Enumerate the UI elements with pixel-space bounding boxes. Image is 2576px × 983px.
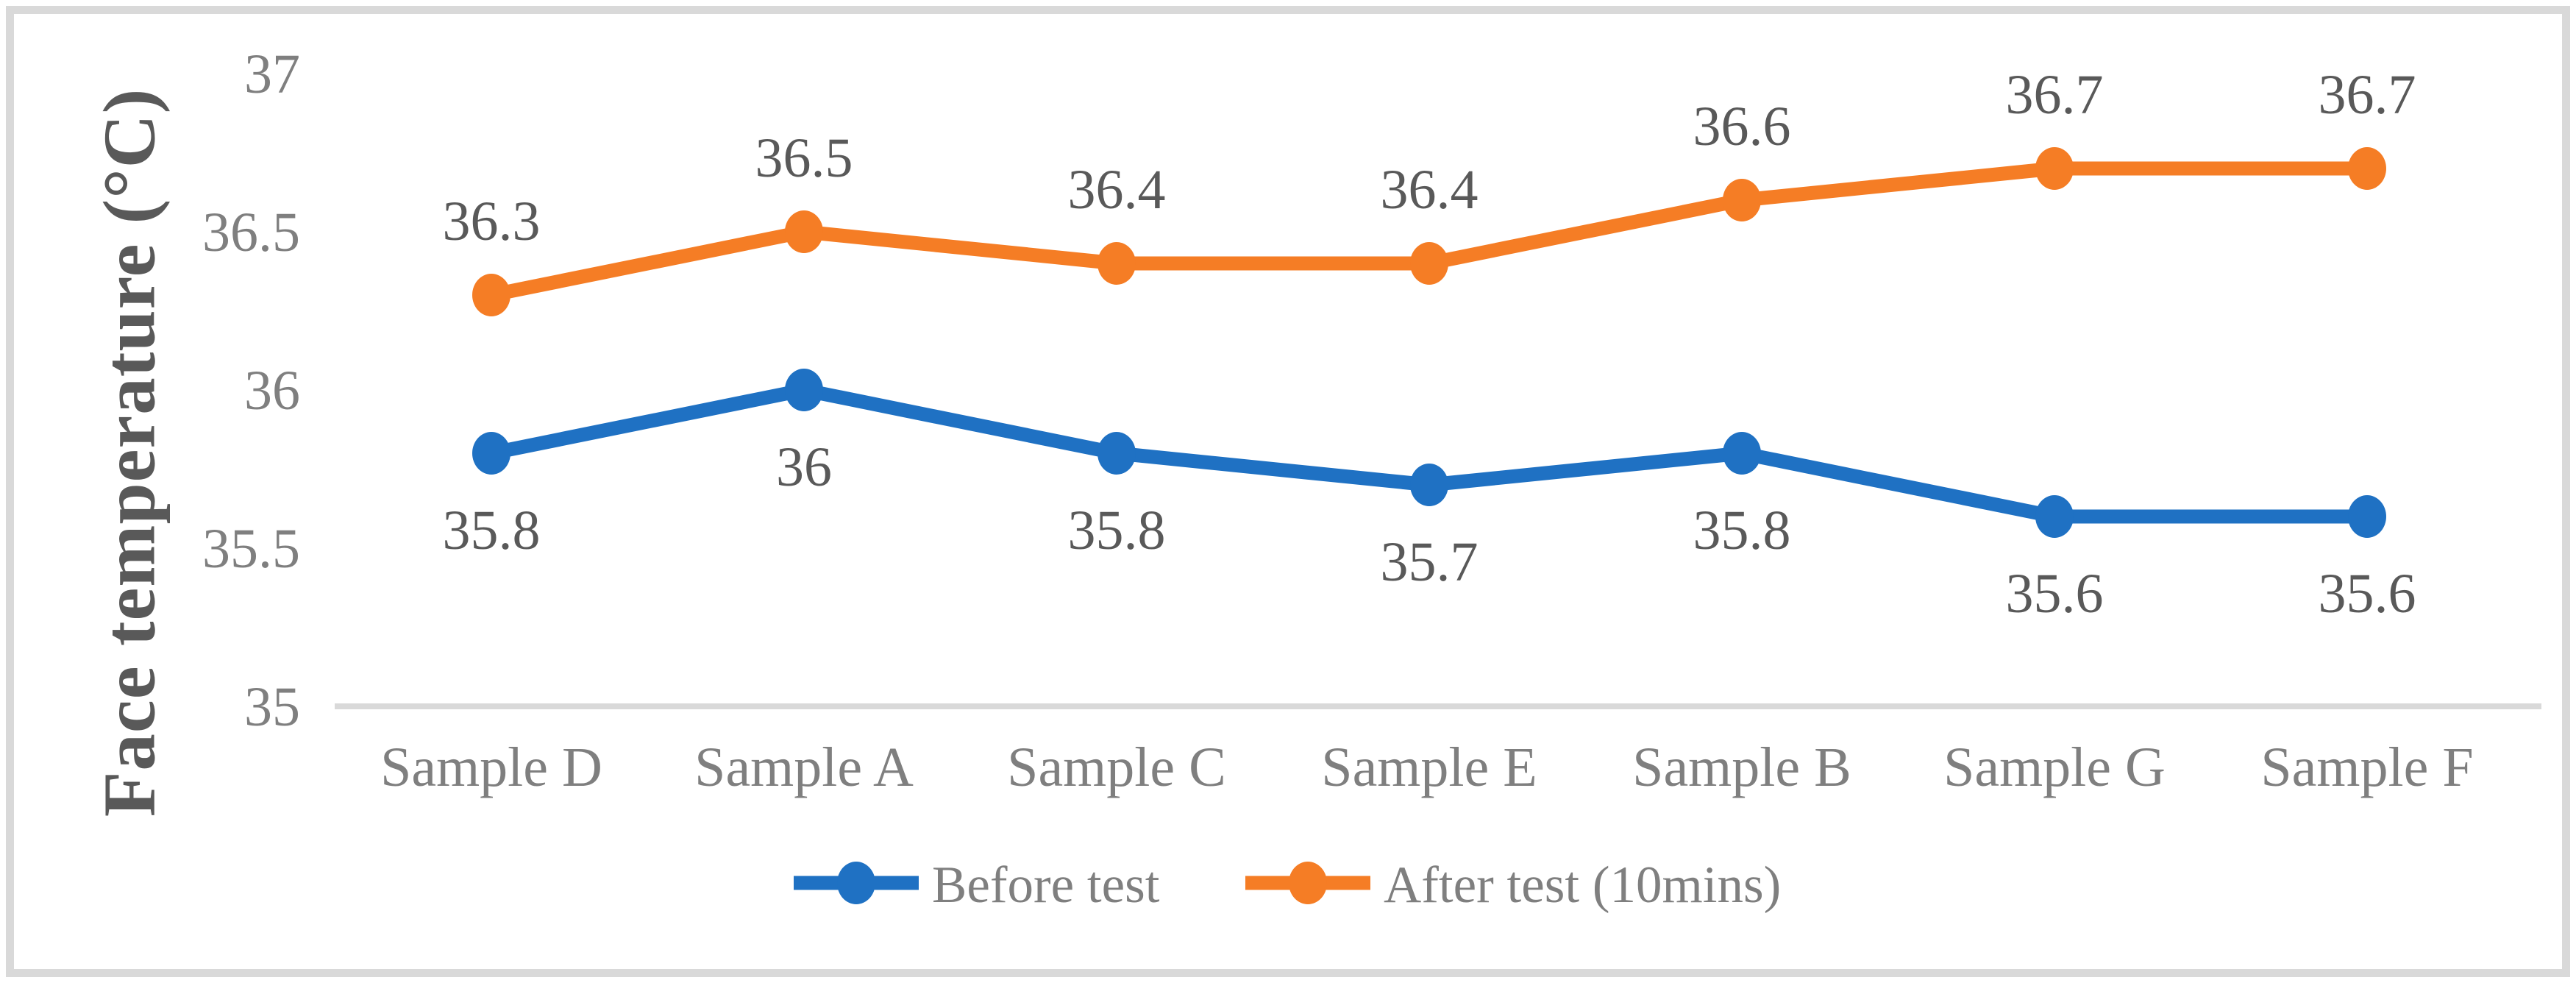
data-label-before-test-sample-b: 35.8 [1693,500,1791,561]
data-point-after-test-10mins-sample-c [1097,242,1136,285]
data-point-after-test-10mins-sample-b [1723,179,1761,221]
legend-item-before-test: Before test [794,856,1160,914]
data-label-after-test-10mins-sample-d: 36.3 [443,191,541,252]
y-axis-tick-label: 36 [244,360,300,422]
legend-item-after-test-10mins: After test (10mins) [1245,856,1781,914]
data-point-before-test-sample-e [1410,464,1448,506]
category-label-sample-b: Sample B [1632,737,1851,798]
data-point-after-test-10mins-sample-d [472,274,510,316]
legend-marker-dot-after-test-10mins [1289,862,1327,904]
data-label-after-test-10mins-sample-a: 36.5 [755,127,853,189]
data-label-after-test-10mins-sample-e: 36.4 [1381,159,1479,221]
data-point-before-test-sample-a [785,369,823,411]
data-label-before-test-sample-a: 36 [776,436,832,498]
data-label-after-test-10mins-sample-b: 36.6 [1693,96,1791,157]
category-label-sample-e: Sample E [1321,737,1537,798]
data-label-before-test-sample-g: 35.6 [2006,563,2104,625]
legend: Before test After test (10mins) [794,856,1781,914]
data-point-before-test-sample-c [1097,432,1136,475]
data-label-after-test-10mins-sample-f: 36.7 [2319,64,2416,126]
legend-marker-dot-before-test [837,862,875,904]
data-point-after-test-10mins-sample-a [785,210,823,253]
series-after-test-10mins: 36.3 36.5 36.4 36.4 36.6 36.7 36.7 [443,64,2416,316]
data-label-before-test-sample-e: 35.7 [1381,531,1479,593]
data-point-before-test-sample-d [472,432,510,475]
category-label-sample-g: Sample G [1943,737,2166,798]
y-axis-tick-label: 35 [244,676,300,738]
data-label-after-test-10mins-sample-g: 36.7 [2006,64,2104,126]
legend-label-after-test-10mins: After test (10mins) [1384,856,1781,914]
data-point-before-test-sample-g [2035,495,2074,538]
category-label-sample-a: Sample A [694,737,914,798]
series-before-test: 35.8 36 35.8 35.7 35.8 35.6 35.6 [443,369,2416,625]
data-label-after-test-10mins-sample-c: 36.4 [1068,159,1166,221]
data-point-after-test-10mins-sample-e [1410,242,1448,285]
y-axis-tick-label: 35.5 [202,518,300,580]
data-point-before-test-sample-f [2348,495,2386,538]
category-label-sample-f: Sample F [2260,737,2473,798]
data-point-after-test-10mins-sample-g [2035,147,2074,190]
data-label-before-test-sample-f: 35.6 [2319,563,2416,625]
data-label-before-test-sample-d: 35.8 [443,500,541,561]
data-point-before-test-sample-b [1723,432,1761,475]
y-axis-tick-label: 36.5 [202,202,300,263]
category-label-sample-d: Sample D [380,737,602,798]
y-axis-tick-label: 37 [244,43,300,105]
data-label-before-test-sample-c: 35.8 [1068,500,1166,561]
legend-label-before-test: Before test [932,856,1160,914]
data-point-after-test-10mins-sample-f [2348,147,2386,190]
category-label-sample-c: Sample C [1007,737,1226,798]
